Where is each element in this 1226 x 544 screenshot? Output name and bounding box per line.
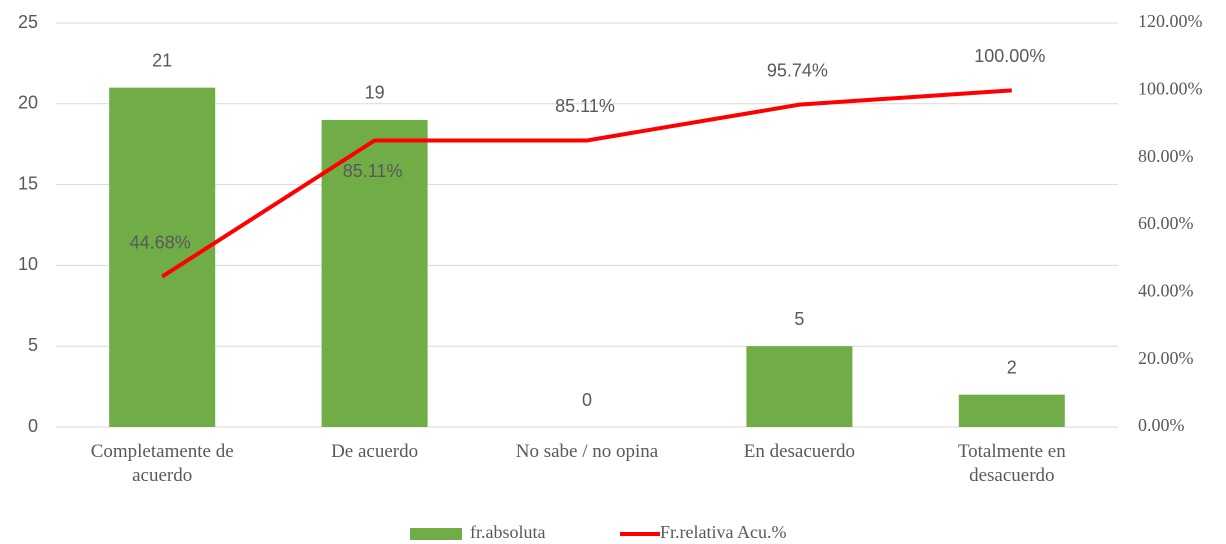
- data-label: 85.11%: [343, 161, 403, 181]
- y2-tick-label: 120.00%: [1138, 11, 1203, 31]
- x-tick-label: Completamente de acuerdo: [90, 441, 234, 486]
- bar: [958, 394, 1065, 427]
- legend-swatch: [410, 528, 462, 540]
- data-label: 44.68%: [130, 232, 191, 252]
- y-tick-label: 10: [18, 254, 38, 274]
- data-label: 5: [794, 309, 804, 329]
- data-label: 95.74%: [767, 60, 828, 80]
- bar: [321, 119, 428, 428]
- y-tick-label: 5: [28, 335, 38, 355]
- line: [161, 88, 1012, 279]
- data-label: 85.11%: [555, 96, 615, 116]
- y-tick-label: 25: [18, 12, 38, 32]
- data-label: 0: [582, 390, 592, 410]
- x-tick-label: En desacuerdo: [743, 441, 856, 462]
- x-tick-label: De acuerdo: [331, 441, 419, 462]
- y2-tick-label: 20.00%: [1138, 348, 1194, 368]
- legend-label: fr.absoluta: [470, 522, 545, 542]
- y2-tick-label: 60.00%: [1138, 213, 1194, 233]
- legend-label: Fr.relativa Acu.%: [660, 522, 786, 542]
- y2-tick-label: 40.00%: [1138, 280, 1194, 300]
- y-tick-label: 20: [18, 93, 38, 113]
- y-tick-label: 0: [28, 416, 38, 436]
- x-tick-label: No sabe / no opina: [515, 441, 659, 462]
- x-tick-label: Totalmente en desacuerdo: [957, 441, 1066, 486]
- data-label: 2: [1007, 357, 1017, 377]
- data-label: 21: [152, 50, 172, 70]
- y2-tick-label: 80.00%: [1138, 146, 1194, 166]
- y2-tick-label: 0.00%: [1138, 415, 1185, 435]
- y-tick-label: 15: [18, 173, 38, 193]
- bar: [109, 87, 216, 427]
- bar: [746, 346, 853, 427]
- data-label: 19: [365, 83, 385, 103]
- y2-tick-label: 100.00%: [1138, 78, 1203, 98]
- data-label: 100.00%: [974, 46, 1045, 66]
